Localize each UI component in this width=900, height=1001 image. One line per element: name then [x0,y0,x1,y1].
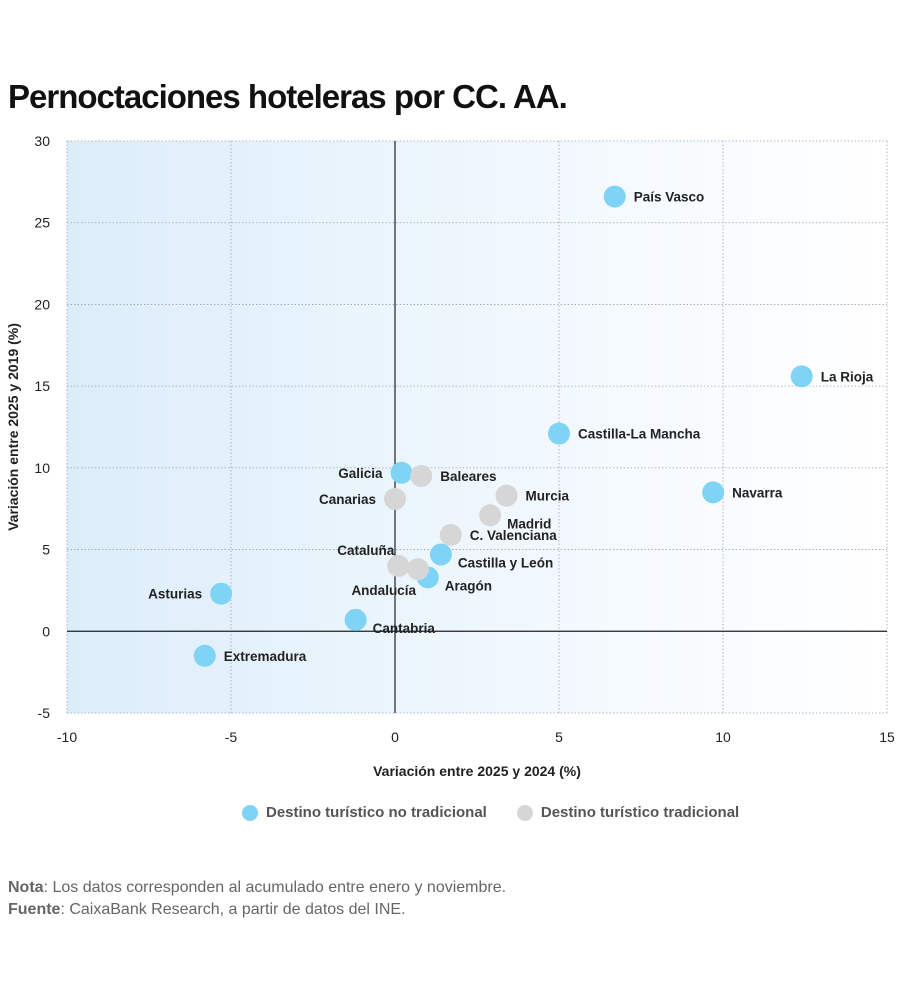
footnotes: Nota: Los datos corresponden al acumulad… [8,877,506,921]
point-label: Cataluña [337,543,395,558]
note-line: Nota: Los datos corresponden al acumulad… [8,877,506,899]
data-point [387,554,410,577]
source-line: Fuente: CaixaBank Research, a partir de … [8,899,506,921]
point-label: C. Valenciana [470,528,558,543]
legend-label: Destino turístico no tradicional [266,804,487,821]
x-tick-label: 10 [715,729,731,745]
x-tick-label: 0 [391,729,399,745]
y-tick-label: -5 [38,705,51,721]
x-axis-title: Variación entre 2025 y 2024 (%) [373,763,581,779]
x-tick-label: 15 [879,729,895,745]
legend-item-no-tradicional: Destino turístico no tradicional [242,804,487,821]
y-tick-label: 15 [34,378,50,394]
data-point [790,365,813,388]
point-label: Madrid [507,516,551,531]
chart-title: Pernoctaciones hoteleras por CC. AA. [8,78,568,115]
point-label: Aragón [445,578,492,593]
plot-background [67,141,887,713]
x-tick-label: -5 [225,729,238,745]
source-label: Fuente [8,901,61,918]
x-tick-label: 5 [555,729,563,745]
data-point [390,461,413,484]
data-point [548,422,570,445]
point-label: Baleares [440,469,496,484]
data-point [603,185,626,208]
point-label: Extremadura [224,649,307,664]
data-point [429,543,452,566]
point-label: Castilla y León [458,555,553,570]
y-tick-label: 0 [42,623,50,639]
y-tick-label: 25 [34,215,50,231]
point-label: La Rioja [821,369,874,384]
data-point [193,644,216,667]
point-label: Canarias [319,492,376,507]
note-text: : Los datos corresponden al acumulado en… [43,879,507,896]
point-label: Navarra [732,485,783,500]
source-text: : CaixaBank Research, a partir de datos … [60,901,406,918]
point-label: País Vasco [634,190,705,205]
data-point [439,523,462,546]
legend-item-tradicional: Destino turístico tradicional [516,804,740,821]
y-tick-label: 30 [34,133,50,149]
note-label: Nota [8,879,44,896]
point-label: Andalucía [351,583,416,598]
point-label: Galicia [338,466,383,481]
data-point [410,465,433,488]
y-tick-label: 5 [42,542,50,558]
data-point [495,484,518,507]
point-label: Cantabria [373,621,436,636]
legend-label: Destino turístico tradicional [540,804,740,821]
y-tick-label: 10 [34,460,50,476]
point-label: Murcia [526,489,570,504]
legend-dot-icon [516,804,533,821]
data-point [406,558,429,581]
data-point [384,487,406,510]
scatter-chart: -10 -5 0 5 10 15 -5 0 5 10 15 20 25 30 Variación entre… [5,133,895,779]
data-point [479,504,502,527]
legend-dot-icon [242,804,258,821]
data-point [702,481,725,504]
point-label: Castilla-La Mancha [578,427,701,442]
x-tick-label: -10 [57,729,77,745]
data-point [344,608,367,631]
y-axis-title: Variación entre 2025 y 2019 (%) [5,323,21,531]
data-point [210,582,233,605]
legend: Destino turístico no tradicional Destino… [242,804,739,821]
y-tick-label: 20 [34,296,50,312]
point-label: Asturias [148,587,202,602]
